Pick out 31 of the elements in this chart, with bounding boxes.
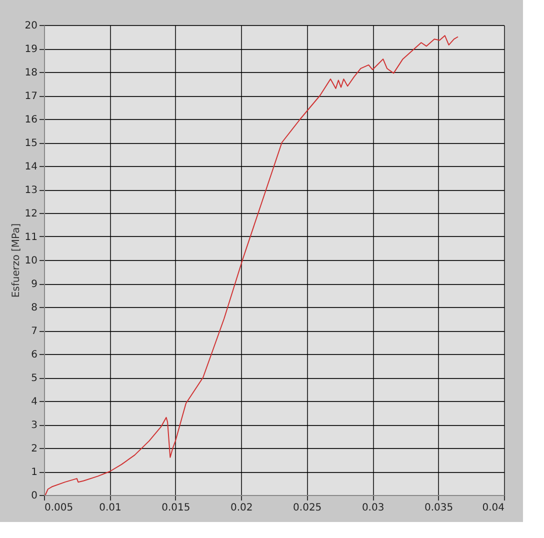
x-tick-label: 0.015 (162, 502, 190, 514)
y-tick-label: 14 (24, 162, 38, 172)
y-tick-label: 19 (24, 44, 38, 55)
y-tick-label: 18 (24, 68, 38, 78)
y-tick-label: 5 (31, 373, 38, 384)
y-tick-label: 2 (31, 444, 38, 454)
x-tick-label: 0.03 (362, 502, 384, 514)
y-axis-title: Esfuerzo [MPa] (10, 223, 22, 298)
x-tick-label: 0.02 (230, 502, 253, 514)
y-tick-label: 3 (31, 420, 38, 431)
y-tick-label: 11 (24, 232, 38, 243)
y-tick-label: 1 (31, 467, 38, 478)
y-tick-label: 8 (31, 302, 38, 314)
x-tick-label: 0.005 (44, 502, 74, 514)
y-tick-label: 9 (31, 279, 38, 290)
y-tick-label: 16 (24, 114, 38, 126)
y-tick-label: 7 (31, 326, 38, 337)
y-tick-label: 17 (24, 91, 38, 102)
y-tick-label: 20 (24, 20, 38, 32)
y-tick-label: 15 (24, 138, 38, 149)
y-tick-label: 4 (31, 396, 38, 408)
y-tick-label: 12 (24, 208, 38, 220)
x-tick-label: 0.035 (424, 502, 454, 514)
x-tick-label: 0.04 (482, 502, 504, 514)
line-series (44, 35, 458, 496)
x-tick-label: 0.025 (293, 502, 322, 514)
x-tick-label: 0.01 (99, 502, 122, 514)
y-tick-label: 10 (24, 256, 38, 266)
y-tick-label: 6 (31, 350, 38, 360)
y-tick-label: 0 (31, 490, 38, 502)
y-tick-label: 13 (24, 185, 38, 196)
